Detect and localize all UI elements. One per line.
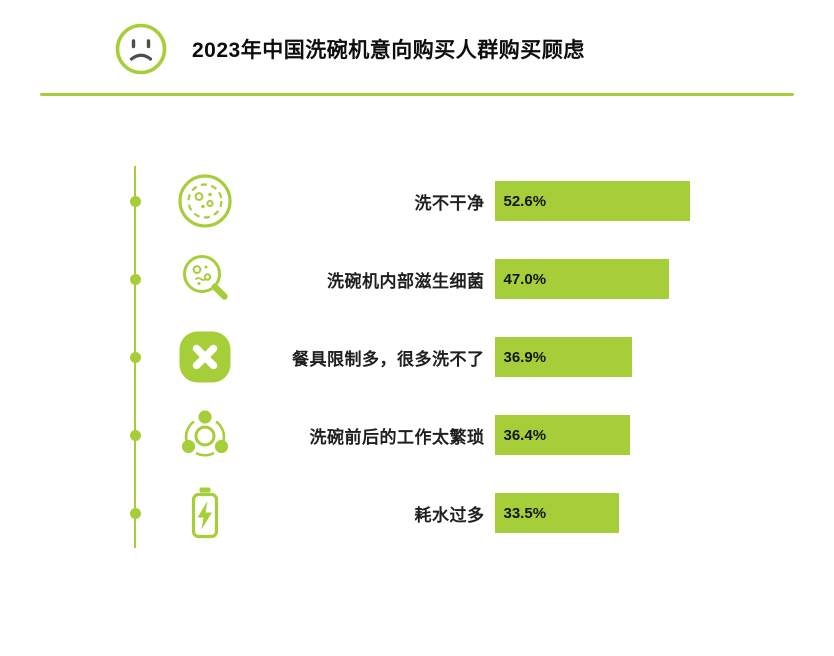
timeline-dot <box>129 351 141 363</box>
timeline-dot <box>129 273 141 285</box>
bar-segment: 36.9% <box>494 337 632 377</box>
chart-row: 餐具限制多，很多洗不了 36.9% <box>124 318 834 396</box>
value-label: 33.5% <box>503 504 547 522</box>
cross-mark-icon <box>173 330 237 384</box>
timeline-dot <box>129 429 141 441</box>
category-label: 餐具限制多，很多洗不了 <box>292 349 485 369</box>
process-circles-icon <box>173 406 237 464</box>
title-divider-line <box>40 93 794 96</box>
chart-row: 洗不干净 52.6% <box>124 162 834 240</box>
bar-segment: 33.5% <box>494 493 619 533</box>
chart-row: 耗水过多 33.5% <box>124 474 834 552</box>
category-label: 洗不干净 <box>414 193 485 213</box>
battery-bolt-icon <box>173 484 237 542</box>
page-title: 2023年中国洗碗机意向购买人群购买顾虑 <box>192 39 585 62</box>
timeline-dot <box>129 507 141 519</box>
category-label: 洗碗机内部滋生细菌 <box>327 271 485 291</box>
bar-segment: 47.0% <box>494 259 669 299</box>
category-label: 洗碗前后的工作太繁琐 <box>309 427 485 447</box>
bar-segment: 52.6% <box>494 181 690 221</box>
value-label: 36.9% <box>503 348 547 366</box>
timeline-dot <box>129 195 141 207</box>
value-label: 36.4% <box>503 426 547 444</box>
petri-dish-icon <box>173 172 237 230</box>
category-label: 耗水过多 <box>414 505 485 525</box>
header: 2023年中国洗碗机意向购买人群购买顾虑 <box>0 0 834 76</box>
value-label: 47.0% <box>503 270 547 288</box>
value-label: 52.6% <box>503 192 547 210</box>
bacteria-magnifier-icon <box>173 250 237 308</box>
sad-face-icon <box>114 22 168 76</box>
concerns-bar-chart: 洗不干净 52.6% 洗碗机内部滋生细菌 47.0% <box>124 162 834 554</box>
bar-segment: 36.4% <box>494 415 630 455</box>
chart-row: 洗碗机内部滋生细菌 47.0% <box>124 240 834 318</box>
chart-row: 洗碗前后的工作太繁琐 36.4% <box>124 396 834 474</box>
